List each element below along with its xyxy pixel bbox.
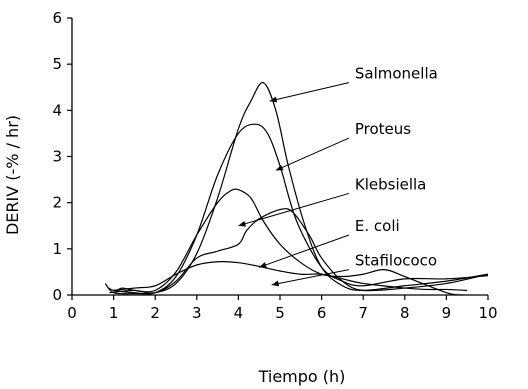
annotation-arrow-stafilococo (271, 269, 349, 286)
y-axis-title: DERIV (-% / hr) (3, 115, 22, 235)
annotation-arrowhead-salmonella (269, 96, 278, 103)
x-tick-label: 7 (358, 304, 368, 322)
y-tick-label: 5 (52, 55, 62, 73)
x-axis-title: Tiempo (h) (258, 367, 346, 386)
annotation-arrowhead-proteus (275, 164, 284, 171)
annotation-label-proteus: Proteus (355, 120, 411, 138)
annotation-arrowhead-stafilococo (271, 280, 280, 287)
y-tick-label: 4 (52, 101, 62, 119)
y-tick-label: 6 (52, 9, 62, 27)
annotation-label-klebsiella: Klebsiella (355, 175, 427, 193)
annotation-arrowhead-klebsiella (238, 220, 246, 227)
y-tick-label: 2 (52, 194, 62, 212)
x-tick-label: 8 (400, 304, 410, 322)
y-tick-label: 1 (52, 240, 62, 258)
x-tick-label: 2 (150, 304, 160, 322)
series-line-e-coli (109, 208, 489, 294)
x-tick-label: 0 (67, 304, 77, 322)
x-tick-label: 1 (109, 304, 119, 322)
annotation-arrow-e-coli (259, 234, 350, 268)
series-line-klebsiella (113, 188, 464, 296)
annotation-label-salmonella: Salmonella (355, 65, 438, 83)
x-tick-label: 4 (234, 304, 244, 322)
annotation-label-stafilococo: Stafilococo (355, 252, 437, 270)
axes: 0 1 2 3 4 5 6 0 1 2 3 4 5 6 7 8 9 10 (52, 9, 497, 322)
y-tick-label: 0 (52, 286, 62, 304)
x-tick-label: 5 (275, 304, 285, 322)
x-tick-label: 9 (442, 304, 452, 322)
y-tick-label: 3 (52, 148, 62, 166)
x-tick-label: 3 (192, 304, 202, 322)
annotation-label-e-coli: E. coli (355, 217, 400, 235)
annotation-layer: Salmonella Proteus Klebsiella E. coli Stafil… (238, 65, 438, 287)
series-layer (104, 82, 489, 296)
annotation-arrowhead-e-coli (259, 262, 267, 268)
series-line-stafilococo (113, 261, 468, 291)
annotation-arrow-klebsiella (238, 192, 350, 227)
x-tick-label: 6 (317, 304, 327, 322)
annotation-arrow-proteus (275, 137, 350, 171)
x-tick-label: 10 (478, 304, 497, 322)
annotation-arrow-salmonella (269, 82, 349, 102)
